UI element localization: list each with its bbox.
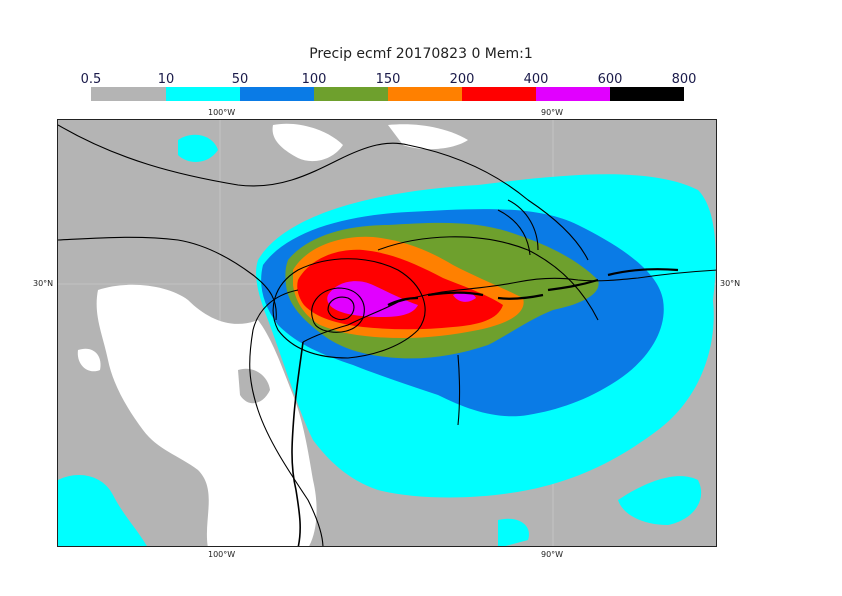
legend-tick-6: 400 bbox=[523, 72, 549, 87]
legend-tick-4: 150 bbox=[375, 72, 401, 87]
bottom-lon-label-90w: 90°W bbox=[541, 550, 564, 559]
left-lat-label-30n: 30°N bbox=[33, 279, 54, 288]
legend-swatch-6 bbox=[536, 87, 610, 101]
precipitation-map bbox=[57, 119, 717, 547]
legend-tick-1: 10 bbox=[157, 72, 175, 87]
bottom-lon-label-100w: 100°W bbox=[208, 550, 236, 559]
legend-tick-7: 600 bbox=[597, 72, 623, 87]
dry-land-patches bbox=[77, 123, 468, 546]
legend-tick-2: 50 bbox=[231, 72, 249, 87]
coastline-and-borders bbox=[58, 124, 716, 546]
map-title: Precip ecmf 20170823 0 Mem:1 bbox=[309, 46, 533, 62]
legend-swatch-1 bbox=[166, 87, 240, 101]
gulf-coast-detail bbox=[387, 268, 679, 306]
legend-tick-3: 100 bbox=[301, 72, 327, 87]
top-lon-label-90w: 90°W bbox=[541, 108, 564, 117]
legend-swatch-5 bbox=[462, 87, 536, 101]
legend-tick-8: 800 bbox=[671, 72, 697, 87]
legend-swatch-3 bbox=[314, 87, 388, 101]
top-lon-label-100w: 100°W bbox=[208, 108, 236, 117]
right-lat-label-30n: 30°N bbox=[720, 279, 741, 288]
legend-swatch-7 bbox=[610, 87, 684, 101]
legend-tick-0: 0.5 bbox=[80, 72, 102, 87]
legend-swatch-2 bbox=[240, 87, 314, 101]
map-canvas bbox=[58, 120, 716, 546]
legend-tick-5: 200 bbox=[449, 72, 475, 87]
precip-contour-400-600-spot bbox=[453, 292, 476, 302]
legend-swatch-0 bbox=[91, 87, 166, 101]
legend-swatch-4 bbox=[388, 87, 462, 101]
legend-color-bar bbox=[91, 87, 684, 101]
